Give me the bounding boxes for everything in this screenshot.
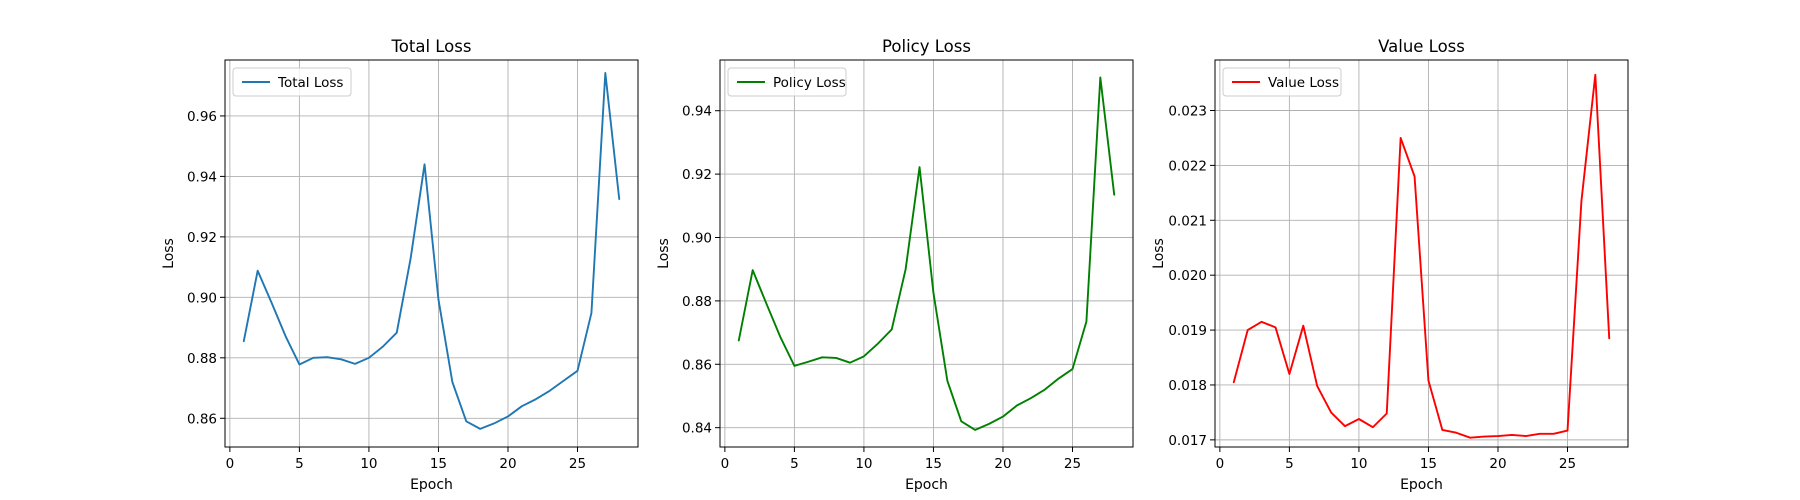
- policy-loss-chart: 0 5 10 15 20 25 0.84 0.86 0.88 0.90 0.92 0.94 Policy…: [656, 37, 1134, 493]
- policy-loss-x-tick-label: 10: [855, 456, 872, 472]
- total-loss-x-tick-label: 10: [360, 456, 377, 472]
- value-loss-y-tick-label: 0.019: [1168, 323, 1207, 339]
- policy-loss-x-tick-label: 25: [1064, 456, 1081, 472]
- policy-loss-y-tick-label: 0.94: [682, 104, 712, 120]
- total-loss-y-tick-label: 0.86: [187, 411, 217, 427]
- policy-loss-y-tick-label: 0.86: [682, 357, 712, 373]
- policy-loss-y-tick-label: 0.92: [682, 167, 712, 183]
- value-loss-legend-label: Value Loss: [1268, 75, 1339, 91]
- value-loss-legend-box: [1222, 67, 1342, 97]
- policy-loss-y-tick-label: 0.84: [682, 421, 712, 437]
- value-loss-x-tick-label: 25: [1559, 456, 1576, 472]
- total-loss-chart: 0 5 10 15 20 25 0.86 0.88 0.90 0.92 0.94 0.96 Total …: [161, 37, 639, 493]
- value-loss-title: Value Loss: [1378, 37, 1465, 56]
- value-loss-y-tick-label: 0.023: [1168, 104, 1207, 120]
- policy-loss-x-axis-label: Epoch: [905, 477, 948, 493]
- total-loss-y-tick-label: 0.92: [187, 230, 217, 246]
- total-loss-y-tick-label: 0.88: [187, 351, 217, 367]
- value-loss-x-tick-label: 15: [1420, 456, 1437, 472]
- total-loss-y-tick-label: 0.94: [187, 169, 217, 185]
- policy-loss-x-tick-label: 20: [994, 456, 1011, 472]
- total-loss-title: Total Loss: [391, 37, 472, 56]
- policy-loss-x-tick-label: 0: [721, 456, 730, 472]
- value-loss-x-axis-label: Epoch: [1400, 477, 1443, 493]
- total-loss-x-tick-label: 15: [430, 456, 447, 472]
- policy-loss-y-tick-label: 0.88: [682, 294, 712, 310]
- total-loss-legend-box: [232, 67, 352, 97]
- value-loss-x-tick-label: 0: [1216, 456, 1225, 472]
- policy-loss-y-tick-label: 0.90: [682, 230, 712, 246]
- total-loss-legend: Total Loss: [232, 67, 352, 97]
- value-loss-y-tick-label: 0.017: [1168, 433, 1207, 449]
- policy-loss-x-tick-label: 15: [925, 456, 942, 472]
- total-loss-axes-frame: [224, 59, 639, 448]
- total-loss-x-tick-label: 20: [499, 456, 516, 472]
- value-loss-y-axis-label: Loss: [1151, 238, 1167, 269]
- value-loss-y-tick-label: 0.021: [1168, 213, 1207, 229]
- policy-loss-series-line: [737, 76, 1116, 431]
- total-loss-series-line: [242, 72, 621, 430]
- total-loss-x-tick-label: 25: [569, 456, 586, 472]
- value-loss-legend: Value Loss: [1222, 67, 1342, 97]
- total-loss-y-axis-label: Loss: [161, 238, 177, 269]
- policy-loss-legend: Policy Loss: [727, 67, 847, 97]
- policy-loss-y-axis-label: Loss: [656, 238, 672, 269]
- total-loss-legend-label: Total Loss: [277, 75, 343, 91]
- value-loss-y-tick-label: 0.018: [1168, 378, 1207, 394]
- total-loss-y-tick-label: 0.96: [187, 109, 217, 125]
- policy-loss-axes-frame: [719, 59, 1134, 448]
- value-loss-x-tick-label: 5: [1285, 456, 1294, 472]
- value-loss-chart: 0 5 10 15 20 25 0.017 0.018 0.019 0.020 0.021 0.022…: [1151, 37, 1629, 493]
- value-loss-x-tick-label: 20: [1489, 456, 1506, 472]
- total-loss-y-tick-label: 0.90: [187, 290, 217, 306]
- value-loss-series-line: [1232, 73, 1611, 439]
- policy-loss-title: Policy Loss: [882, 37, 971, 56]
- total-loss-x-axis-label: Epoch: [410, 477, 453, 493]
- policy-loss-legend-label: Policy Loss: [773, 75, 846, 91]
- total-loss-x-tick-label: 0: [226, 456, 235, 472]
- value-loss-x-tick-label: 10: [1350, 456, 1367, 472]
- value-loss-axes-frame: [1214, 59, 1629, 448]
- value-loss-y-tick-label: 0.022: [1168, 158, 1207, 174]
- total-loss-x-tick-label: 5: [295, 456, 304, 472]
- value-loss-y-tick-label: 0.020: [1168, 268, 1207, 284]
- policy-loss-x-tick-label: 5: [790, 456, 799, 472]
- policy-loss-legend-box: [727, 67, 847, 97]
